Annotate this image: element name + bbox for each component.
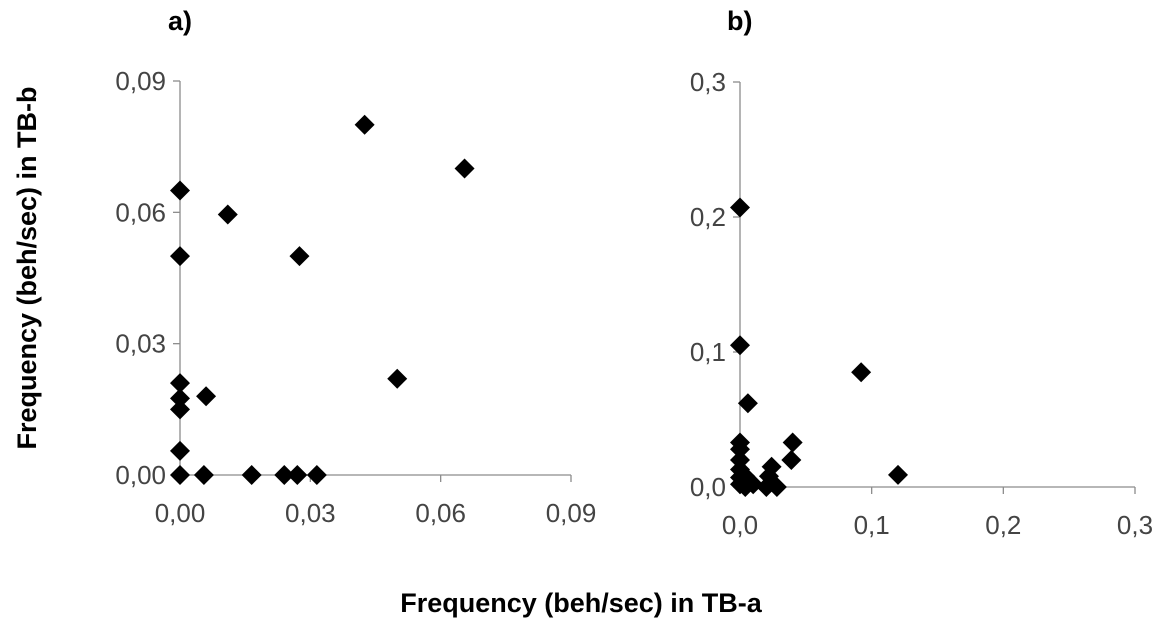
y-tick-label: 0,09 — [115, 66, 166, 96]
x-tick-label: 0,0 — [722, 510, 758, 540]
data-point — [454, 158, 475, 179]
data-point — [193, 465, 214, 485]
panel-label: b) — [727, 6, 752, 36]
x-tick-label: 0,2 — [985, 510, 1021, 540]
x-tick-label: 0,06 — [415, 498, 466, 528]
data-point — [766, 477, 787, 497]
data-point — [170, 399, 190, 420]
data-point — [287, 465, 308, 485]
data-point — [170, 246, 190, 267]
data-point — [851, 362, 872, 383]
data-point — [730, 439, 750, 460]
data-point — [289, 246, 310, 267]
panel-b: b) 0,0 0,1 0,2 0,3 0,0 0,1 0,2 0,3 — [690, 6, 1153, 540]
x-tick-label: 0,3 — [1117, 510, 1153, 540]
y-tick-label: 0,0 — [690, 472, 726, 502]
data-point — [217, 204, 238, 225]
data-point — [354, 114, 375, 135]
data-point — [737, 393, 758, 414]
data-point — [170, 180, 190, 201]
data-point — [387, 368, 408, 389]
panel-a: a) 0,00 0,03 0,06 0,09 0,00 0,03 0,06 0,09 — [115, 6, 596, 528]
x-axis-title: Frequency (beh/sec) in TB-a — [400, 588, 763, 618]
y-tick-label: 0,06 — [115, 197, 166, 227]
y-axis-title: Frequency (beh/sec) in TB-b — [12, 86, 42, 449]
data-point — [761, 456, 782, 477]
data-point — [170, 373, 190, 394]
data-point — [730, 335, 750, 356]
data-point — [196, 386, 217, 407]
y-tick-label: 0,2 — [690, 202, 726, 232]
data-point — [781, 450, 802, 470]
x-tick-label: 0,00 — [155, 498, 206, 528]
data-point — [274, 465, 295, 485]
y-tick-label: 0,00 — [115, 460, 166, 490]
data-point — [170, 388, 190, 409]
data-point — [241, 465, 262, 485]
y-tick-label: 0,03 — [115, 329, 166, 359]
data-point — [170, 440, 190, 461]
x-tick-label: 0,03 — [285, 498, 336, 528]
y-tick-label: 0,1 — [690, 337, 726, 367]
data-point — [170, 465, 190, 485]
x-tick-label: 0,09 — [546, 498, 597, 528]
panel-label: a) — [168, 6, 192, 36]
data-point — [782, 432, 803, 453]
data-point — [730, 197, 750, 218]
data-point — [743, 474, 764, 495]
data-point — [306, 465, 327, 485]
x-tick-label: 0,1 — [854, 510, 890, 540]
y-tick-label: 0,3 — [690, 67, 726, 97]
data-point — [888, 464, 908, 485]
